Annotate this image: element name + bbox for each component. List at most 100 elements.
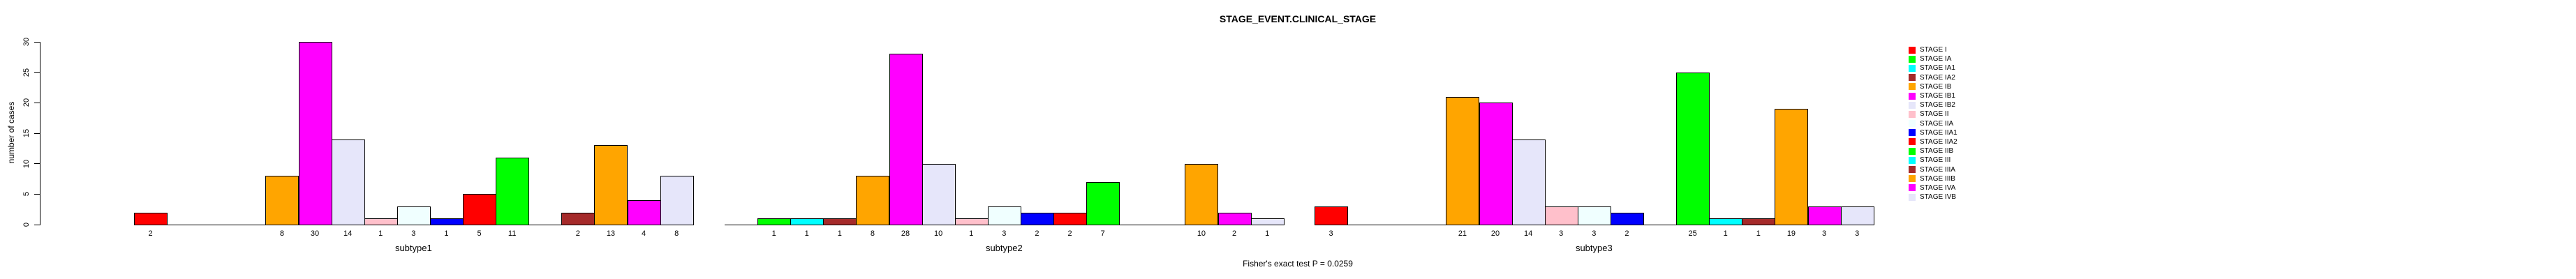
legend-item: STAGE IVB (1909, 193, 1957, 202)
bar-count-label: 14 (1524, 229, 1533, 238)
bar-count-label: 3 (411, 229, 416, 238)
bar-count-label: 1 (804, 229, 809, 238)
y-tick-mark (34, 72, 40, 73)
bar (1511, 139, 1546, 225)
bar-count-label: 10 (1197, 229, 1206, 238)
bar-count-label: 1 (1265, 229, 1270, 238)
bar (1020, 212, 1054, 225)
legend-color-swatch (1909, 64, 1916, 72)
bar-count-label: 2 (148, 229, 153, 238)
bar (790, 218, 824, 225)
bar (331, 139, 365, 225)
bar-count-label: 25 (1688, 229, 1697, 238)
bar (561, 212, 595, 225)
legend-color-swatch (1909, 46, 1916, 54)
y-tick-mark (34, 41, 40, 43)
bar (298, 42, 332, 225)
bar-count-label: 2 (1231, 229, 1237, 238)
bar-count-label: 20 (1490, 229, 1500, 238)
bar (1709, 218, 1743, 225)
bar-count-label: 2 (1624, 229, 1629, 238)
bar (1086, 181, 1120, 225)
bar (463, 194, 497, 225)
legend-item-label: STAGE IIB (1920, 147, 1954, 156)
bar (594, 145, 628, 225)
legend-item: STAGE IIA2 (1909, 137, 1957, 146)
y-tick-label: 20 (22, 98, 31, 107)
legend-item: STAGE IIB (1909, 146, 1957, 156)
bar-count-label: 5 (477, 229, 482, 238)
bar-count-label: 1 (837, 229, 842, 238)
y-tick-label: 0 (22, 222, 31, 227)
legend-item: STAGE IIIA (1909, 165, 1957, 174)
bar (757, 218, 792, 225)
bar (823, 218, 857, 225)
legend-color-swatch (1909, 175, 1916, 183)
legend-color-swatch (1909, 184, 1916, 192)
legend-item-label: STAGE IA2 (1920, 73, 1955, 82)
legend-color-swatch (1909, 156, 1916, 164)
legend-item-label: STAGE I (1920, 46, 1947, 54)
legend-item: STAGE II (1909, 110, 1957, 119)
legend-color-swatch (1909, 193, 1916, 201)
legend-color-swatch (1909, 110, 1916, 118)
fisher-test-annotation: Fisher's exact test P = 0.0259 (1243, 259, 1353, 269)
bar (1807, 206, 1842, 225)
legend-color-swatch (1909, 120, 1916, 128)
legend-item-label: STAGE II (1920, 110, 1949, 119)
legend-color-swatch (1909, 101, 1916, 109)
legend-item-label: STAGE IB1 (1920, 92, 1955, 100)
bar-count-label: 8 (279, 229, 284, 238)
legend-item: STAGE IB (1909, 82, 1957, 91)
bar-count-label: 3 (1855, 229, 1860, 238)
legend-item: STAGE IIIB (1909, 174, 1957, 183)
legend-color-swatch (1909, 166, 1916, 174)
bar (1742, 218, 1776, 225)
y-tick-mark (34, 163, 40, 165)
legend-item-label: STAGE IB2 (1920, 101, 1955, 110)
bar-count-label: 30 (310, 229, 320, 238)
x-group-label: subtype3 (1575, 243, 1613, 253)
bar (1676, 72, 1710, 225)
bar (1315, 206, 1349, 225)
bar (987, 206, 1021, 225)
legend-item-label: STAGE IIA (1920, 119, 1954, 128)
bar-count-label: 1 (444, 229, 449, 238)
bar-count-label: 13 (606, 229, 616, 238)
bar-count-label: 1 (969, 229, 974, 238)
bar (1577, 206, 1611, 225)
bar (1185, 163, 1219, 225)
legend-item: STAGE IA1 (1909, 63, 1957, 73)
bar-count-label: 2 (1035, 229, 1039, 238)
bar-count-label: 8 (870, 229, 875, 238)
bar-count-label: 1 (378, 229, 383, 238)
bar-count-label: 3 (1821, 229, 1827, 238)
bar-count-label: 1 (1756, 229, 1761, 238)
bar-count-label: 19 (1786, 229, 1796, 238)
legend-item: STAGE IVA (1909, 183, 1957, 193)
legend-item: STAGE IA (1909, 54, 1957, 63)
bar-count-label: 10 (934, 229, 943, 238)
legend-item: STAGE IB1 (1909, 91, 1957, 100)
bar-count-label: 2 (1067, 229, 1072, 238)
chart-title: STAGE_EVENT.CLINICAL_STAGE (1219, 13, 1377, 24)
bar-count-label: 1 (1723, 229, 1728, 238)
legend-item-label: STAGE III (1920, 156, 1951, 165)
legend-item-label: STAGE IB (1920, 82, 1952, 91)
bar (1775, 109, 1809, 225)
legend-color-swatch (1909, 55, 1916, 63)
bar (627, 200, 661, 225)
y-tick-label: 10 (22, 159, 31, 168)
bar (134, 212, 168, 225)
bar-count-label: 1 (771, 229, 776, 238)
legend-item: STAGE III (1909, 156, 1957, 165)
legend-item-label: STAGE IIA1 (1920, 128, 1957, 137)
bar (889, 54, 923, 225)
bar (856, 176, 890, 225)
bar (1610, 212, 1644, 225)
bar-count-label: 7 (1100, 229, 1105, 238)
legend-item-label: STAGE IA1 (1920, 64, 1955, 73)
bar (1446, 96, 1480, 225)
bar-count-label: 11 (508, 229, 517, 238)
legend-color-swatch (1909, 83, 1916, 91)
